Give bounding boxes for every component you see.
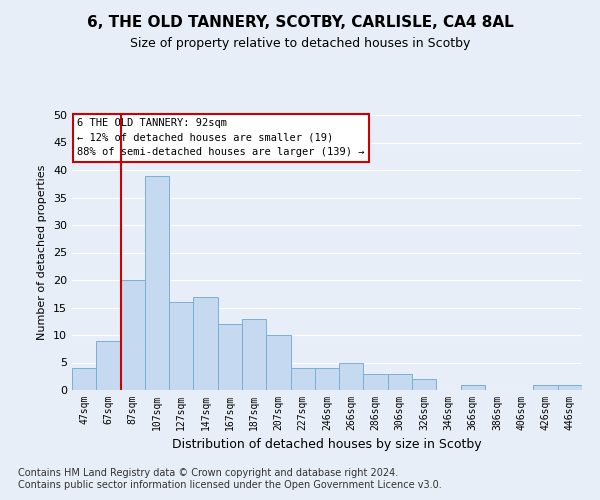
Bar: [96, 340, 121, 390]
Bar: [145, 176, 169, 390]
Bar: [242, 318, 266, 390]
Bar: [339, 362, 364, 390]
X-axis label: Distribution of detached houses by size in Scotby: Distribution of detached houses by size …: [172, 438, 482, 452]
Bar: [558, 384, 582, 390]
Bar: [218, 324, 242, 390]
Bar: [461, 384, 485, 390]
Bar: [315, 368, 339, 390]
Bar: [266, 335, 290, 390]
Bar: [121, 280, 145, 390]
Text: Size of property relative to detached houses in Scotby: Size of property relative to detached ho…: [130, 38, 470, 51]
Bar: [533, 384, 558, 390]
Bar: [72, 368, 96, 390]
Bar: [290, 368, 315, 390]
Text: 6, THE OLD TANNERY, SCOTBY, CARLISLE, CA4 8AL: 6, THE OLD TANNERY, SCOTBY, CARLISLE, CA…: [86, 15, 514, 30]
Bar: [364, 374, 388, 390]
Text: 6 THE OLD TANNERY: 92sqm
← 12% of detached houses are smaller (19)
88% of semi-d: 6 THE OLD TANNERY: 92sqm ← 12% of detach…: [77, 118, 365, 158]
Text: Contains HM Land Registry data © Crown copyright and database right 2024.
Contai: Contains HM Land Registry data © Crown c…: [18, 468, 442, 490]
Y-axis label: Number of detached properties: Number of detached properties: [37, 165, 47, 340]
Bar: [169, 302, 193, 390]
Bar: [412, 379, 436, 390]
Bar: [193, 296, 218, 390]
Bar: [388, 374, 412, 390]
